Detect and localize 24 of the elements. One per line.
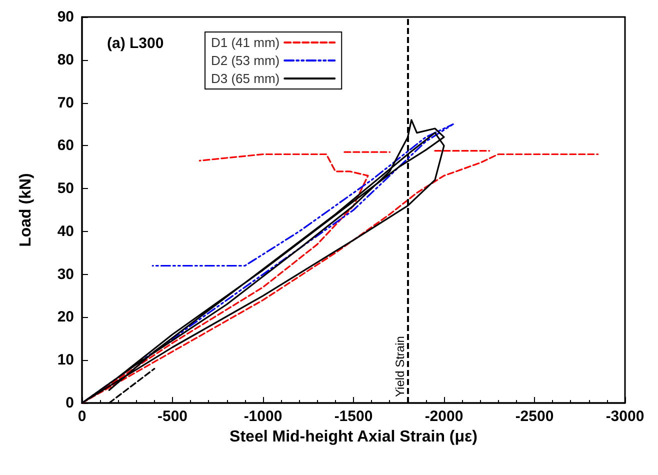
y-tick-label: 40 <box>57 222 74 240</box>
ref-line-label: Yield Strain <box>392 336 407 397</box>
annotation: (a) L300 <box>107 35 164 52</box>
y-tick-label: 60 <box>57 137 74 154</box>
x-tick-label: -1500 <box>334 408 373 425</box>
y-tick-label: 50 <box>57 180 74 198</box>
y-tick-label: 80 <box>57 51 74 68</box>
y-axis-title: Load (kN) <box>18 173 34 247</box>
y-tick-label: 20 <box>57 308 74 326</box>
x-tick-label: -2000 <box>424 408 464 425</box>
x-tick-label: -500 <box>157 408 188 425</box>
y-tick-label: 10 <box>57 352 74 369</box>
legend-label: D1 (41 mm) <box>210 35 280 50</box>
legend-label: D2 (53 mm) <box>210 53 280 68</box>
x-tick-label: -1000 <box>244 408 282 425</box>
y-tick-label: 90 <box>57 8 74 26</box>
legend-label: D3 (65 mm) <box>210 71 280 86</box>
y-tick-label: 30 <box>57 266 74 283</box>
x-tick-label: -2500 <box>515 408 554 425</box>
x-tick-label: 0 <box>78 408 86 425</box>
x-axis-title: Steel Mid-height Axial Strain (με) <box>230 428 478 446</box>
y-tick-label: 70 <box>57 94 74 112</box>
x-tick-label: -3000 <box>606 408 644 425</box>
y-tick-label: 0 <box>66 394 74 412</box>
